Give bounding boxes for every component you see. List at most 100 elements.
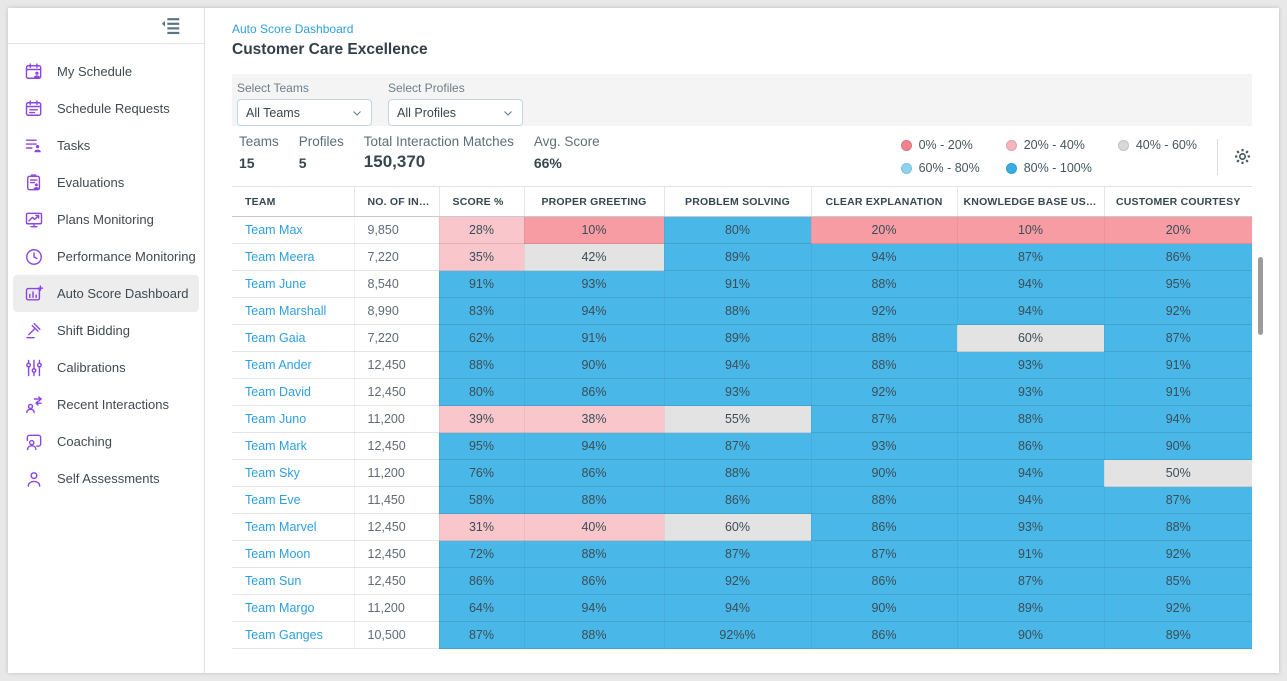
team-link[interactable]: Team Marvel bbox=[245, 520, 317, 534]
sidebar-item-my-schedule[interactable]: My Schedule bbox=[8, 53, 204, 90]
legend-dot bbox=[900, 162, 912, 174]
team-link[interactable]: Team Margo bbox=[245, 601, 315, 615]
score-cell: 89% bbox=[1104, 621, 1252, 649]
score-cell: 76% bbox=[439, 459, 525, 487]
settings-gear-icon[interactable] bbox=[1233, 147, 1252, 166]
schedule-requests-icon bbox=[24, 99, 44, 119]
app-window: My Schedule Schedule Requests Tasks Evaluat… bbox=[8, 8, 1279, 673]
interactions-cell: 11,200 bbox=[354, 594, 440, 622]
score-cell: 91% bbox=[664, 270, 812, 298]
score-cell: 42% bbox=[524, 243, 665, 271]
sidebar-item-shift-bidding[interactable]: Shift Bidding bbox=[8, 312, 204, 349]
team-link[interactable]: Team Ganges bbox=[245, 628, 323, 642]
score-cell: 91% bbox=[524, 324, 665, 352]
sidebar-item-label: My Schedule bbox=[57, 64, 133, 79]
team-link[interactable]: Team June bbox=[245, 277, 307, 291]
sidebar-item-schedule-requests[interactable]: Schedule Requests bbox=[8, 90, 204, 127]
score-cell: 93% bbox=[524, 270, 665, 298]
sidebar-item-auto-score-dashboard[interactable]: Auto Score Dashboard bbox=[13, 275, 199, 312]
team-link[interactable]: Team Gaia bbox=[245, 331, 306, 345]
team-link[interactable]: Team Meera bbox=[245, 250, 315, 264]
team-link[interactable]: Team Mark bbox=[245, 439, 307, 453]
column-header-proper-greeting[interactable]: PROPER GREETING bbox=[524, 186, 665, 217]
sidebar-item-self-assessments[interactable]: Self Assessments bbox=[8, 460, 204, 497]
team-link[interactable]: Team Juno bbox=[245, 412, 307, 426]
interactions-cell: 11,200 bbox=[354, 459, 440, 487]
team-link[interactable]: Team Max bbox=[245, 223, 303, 237]
profiles-filter: Select Profiles All Profiles bbox=[388, 81, 523, 126]
score-cell: 86% bbox=[957, 432, 1105, 460]
column-header-problem-solving[interactable]: PROBLEM SOLVING bbox=[664, 186, 812, 217]
score-cell: 95% bbox=[439, 432, 525, 460]
collapse-sidebar-icon[interactable] bbox=[160, 16, 182, 36]
column-header-customer-courtesy[interactable]: CUSTOMER COURTESY bbox=[1104, 186, 1252, 217]
column-header-team[interactable]: TEAM bbox=[232, 186, 355, 217]
sidebar-item-plans-monitoring[interactable]: Plans Monitoring bbox=[8, 201, 204, 238]
team-cell: Team Meera bbox=[232, 243, 355, 271]
sidebar-item-coaching[interactable]: Coaching bbox=[8, 423, 204, 460]
sidebar-item-performance-monitoring[interactable]: Performance Monitoring bbox=[8, 238, 204, 275]
sidebar-item-tasks[interactable]: Tasks bbox=[8, 127, 204, 164]
select-profiles-dropdown[interactable]: All Profiles bbox=[388, 99, 523, 126]
score-cell: 90% bbox=[957, 621, 1105, 649]
team-link[interactable]: Team David bbox=[245, 385, 311, 399]
score-cell: 92%% bbox=[664, 621, 812, 649]
score-cell: 20% bbox=[811, 216, 958, 244]
filter-bar: Select Teams All Teams Select Profiles A… bbox=[232, 74, 1252, 126]
team-link[interactable]: Team Sky bbox=[245, 466, 300, 480]
legend-label: 60% - 80% bbox=[918, 161, 980, 175]
table-row-team-marshall: Team Marshall 8,990 83% 94% 88% 92% 94% 92% bbox=[232, 297, 1252, 325]
score-cell: 94% bbox=[957, 297, 1105, 325]
stat-teams: Teams 15 bbox=[239, 134, 279, 172]
score-cell: 88% bbox=[957, 405, 1105, 433]
sidebar-item-label: Evaluations bbox=[57, 175, 125, 190]
score-cell: 58% bbox=[439, 486, 525, 514]
score-cell: 87% bbox=[664, 540, 812, 568]
self-assessments-icon bbox=[24, 469, 44, 489]
select-teams-dropdown[interactable]: All Teams bbox=[237, 99, 372, 126]
score-cell: 93% bbox=[811, 432, 958, 460]
column-header-knowledge-base-usage[interactable]: KNOWLEDGE BASE USAGE bbox=[957, 186, 1105, 217]
breadcrumb[interactable]: Auto Score Dashboard bbox=[232, 22, 354, 36]
score-cell: 88% bbox=[1104, 513, 1252, 541]
team-link[interactable]: Team Eve bbox=[245, 493, 301, 507]
sidebar-item-label: Shift Bidding bbox=[57, 323, 130, 338]
column-header-no-of-inte[interactable]: NO. OF INTE... bbox=[354, 186, 440, 217]
stat-value: 15 bbox=[239, 155, 255, 171]
interactions-cell: 12,450 bbox=[354, 351, 440, 379]
score-cell: 86% bbox=[811, 567, 958, 595]
score-cell: 20% bbox=[1104, 216, 1252, 244]
legend-item-40-60: 40% - 60% bbox=[1117, 138, 1197, 152]
sidebar-item-calibrations[interactable]: Calibrations bbox=[8, 349, 204, 386]
score-cell: 35% bbox=[439, 243, 525, 271]
team-link[interactable]: Team Marshall bbox=[245, 304, 327, 318]
score-cell: 86% bbox=[439, 567, 525, 595]
table-row-team-june: Team June 8,540 91% 93% 91% 88% 94% 95% bbox=[232, 270, 1252, 298]
table-row-team-max: Team Max 9,850 28% 10% 80% 20% 10% 20% bbox=[232, 216, 1252, 244]
score-cell: 86% bbox=[1104, 243, 1252, 271]
score-cell: 91% bbox=[439, 270, 525, 298]
team-cell: Team Eve bbox=[232, 486, 355, 514]
stat-value: 5 bbox=[298, 155, 307, 171]
divider bbox=[1217, 138, 1218, 175]
column-header-clear-explanation[interactable]: CLEAR EXPLANATION bbox=[811, 186, 958, 217]
vertical-scrollbar[interactable] bbox=[1258, 257, 1263, 335]
legend-label: 0% - 20% bbox=[918, 138, 973, 152]
team-link[interactable]: Team Sun bbox=[245, 574, 302, 588]
score-cell: 94% bbox=[524, 594, 665, 622]
score-legend: 0% - 20% 20% - 40% 40% - 60% 60% - 80% 80% -… bbox=[900, 138, 1197, 175]
column-header-score[interactable]: SCORE % bbox=[439, 186, 525, 217]
team-link[interactable]: Team Ander bbox=[245, 358, 312, 372]
score-cell: 95% bbox=[1104, 270, 1252, 298]
team-cell: Team June bbox=[232, 270, 355, 298]
score-cell: 88% bbox=[524, 540, 665, 568]
score-cell: 86% bbox=[524, 378, 665, 406]
team-link[interactable]: Team Moon bbox=[245, 547, 311, 561]
score-cell: 39% bbox=[439, 405, 525, 433]
legend-item-60-80: 60% - 80% bbox=[900, 161, 980, 175]
sidebar-item-evaluations[interactable]: Evaluations bbox=[8, 164, 204, 201]
score-cell: 85% bbox=[1104, 567, 1252, 595]
table-row-team-ganges: Team Ganges 10,500 87% 88% 92%% 86% 90% 89% bbox=[232, 621, 1252, 649]
table-row-team-sky: Team Sky 11,200 76% 86% 88% 90% 94% 50% bbox=[232, 459, 1252, 487]
sidebar-item-recent-interactions[interactable]: Recent Interactions bbox=[8, 386, 204, 423]
